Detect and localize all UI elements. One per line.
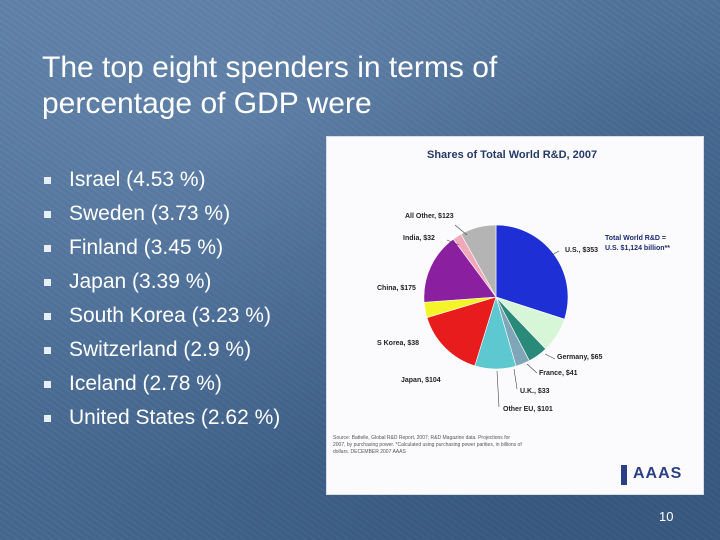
bullet-text: Iceland (2.78 %) [69,372,222,395]
bullet-list: Israel (4.53 %) Sweden (3.73 %) Finland … [44,163,280,435]
square-bullet-icon [44,176,51,184]
pie-slice-japan [426,296,497,367]
bullet-text: United States (2.62 %) [69,406,281,429]
square-bullet-icon [44,380,51,388]
bullet-text: Israel (4.53 %) [69,168,206,191]
bullet-item: South Korea (3.23 %) [44,299,280,333]
bullet-text: South Korea (3.23 %) [69,304,271,327]
label-india: India, $32 [403,235,435,242]
slide-title-line-1: The top eight spenders in terms of [42,51,498,84]
slide-title: The top eight spenders in terms of perce… [42,50,662,122]
bullet-text: Japan (3.39 %) [69,270,212,293]
rd-share-figure: Shares of Total World R&D, 2007 [326,136,704,495]
figure-title: Shares of Total World R&D, 2007 [427,149,598,161]
slide-title-line-2: percentage of GDP were [42,87,372,120]
page-number: 10 [659,509,674,524]
pie-slice-all-other [460,224,497,299]
bullet-item: Switzerland (2.9 %) [44,333,280,367]
bullet-text: Finland (3.45 %) [69,236,224,259]
square-bullet-icon [44,244,51,252]
bullet-item: Iceland (2.78 %) [44,367,280,401]
bullet-item: Finland (3.45 %) [44,231,280,265]
figure-source-note: Source: Battelle, Global R&D Report, 200… [333,435,522,455]
label-japan: Japan, $104 [401,377,441,384]
square-bullet-icon [44,210,51,218]
square-bullet-icon [44,278,51,286]
square-bullet-icon [44,346,51,354]
square-bullet-icon [44,414,51,422]
bullet-item: United States (2.62 %) [44,401,280,435]
leader-lines [446,224,560,408]
pie-slice-us [495,224,569,320]
label-all-other: All Other, $123 [405,213,454,220]
total-note-line-1: Total World R&D = [605,235,666,242]
square-bullet-icon [44,312,51,320]
pie-chart [423,224,569,408]
label-france: France, $41 [539,370,578,377]
bullet-item: Sweden (3.73 %) [44,197,280,231]
bullet-text: Switzerland (2.9 %) [69,338,252,361]
bullet-item: Japan (3.39 %) [44,265,280,299]
bullet-item: Israel (4.53 %) [44,163,280,197]
label-other-eu: Other EU, $101 [503,406,553,413]
label-uk: U.K., $33 [520,388,550,395]
total-note-line-2: U.S. $1,124 billion** [605,245,670,252]
aaas-logo-mark-icon [621,465,627,485]
bullet-text: Sweden (3.73 %) [69,202,231,225]
label-us: U.S., $353 [565,247,599,254]
label-china: China, $175 [377,285,416,292]
label-s-korea: S Korea, $38 [377,340,420,347]
aaas-logo: AAAS [633,465,683,482]
label-germany: Germany, $65 [557,354,603,361]
